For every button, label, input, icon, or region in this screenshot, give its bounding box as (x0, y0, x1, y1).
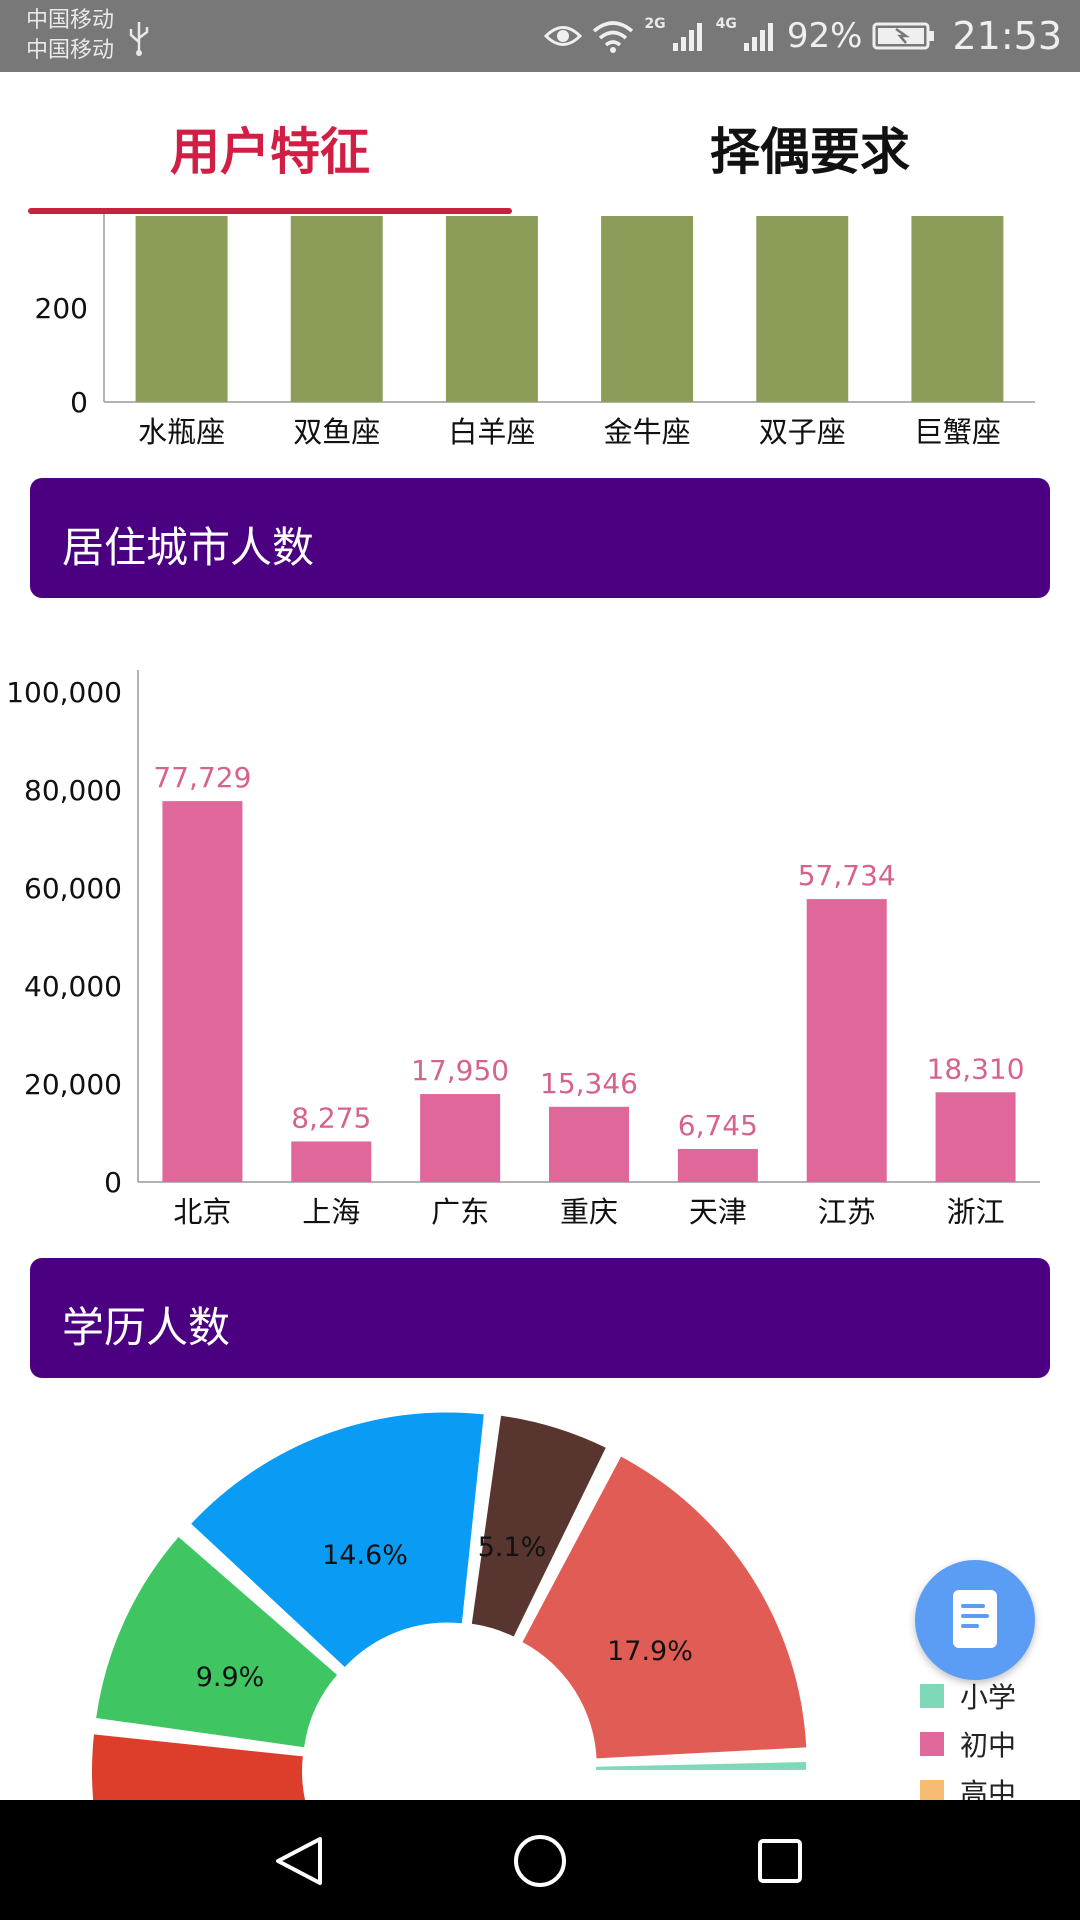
home-icon[interactable] (512, 1833, 568, 1889)
x-tick-label: 重庆 (560, 1195, 618, 1229)
y-tick-label: 0 (104, 1166, 122, 1199)
wifi-icon (593, 21, 634, 53)
legend-item: 小学 (920, 1672, 1016, 1720)
x-tick-label: 白羊座 (448, 415, 535, 449)
bar (290, 216, 383, 402)
document-fab-button[interactable] (915, 1560, 1035, 1680)
tab-user-features[interactable]: 用户特征 (170, 123, 370, 181)
pie-slice (191, 1412, 484, 1668)
pie-legend: 小学 初中 高中 (920, 1672, 1016, 1816)
x-tick-label: 天津 (689, 1195, 747, 1229)
bar (162, 801, 243, 1182)
data-label: 77,729 (153, 761, 251, 794)
recents-icon[interactable] (756, 1837, 804, 1885)
y-tick-label: 0 (70, 386, 88, 419)
y-tick-label: 100,000 (6, 676, 122, 709)
bar (601, 216, 694, 402)
document-icon (953, 1590, 997, 1648)
legend-item: 初中 (920, 1720, 1016, 1768)
y-tick-label: 20,000 (24, 1068, 122, 1101)
tab-partner-requirements[interactable]: 择偶要求 (710, 123, 910, 181)
data-label: 6,745 (678, 1109, 758, 1142)
battery-charging-icon (872, 22, 935, 50)
tab-bar: 用户特征 择偶要求 (0, 72, 1080, 214)
y-tick-label: 80,000 (24, 774, 122, 807)
legend-label: 小学 (960, 1681, 1017, 1714)
x-tick-label: 北京 (173, 1195, 231, 1229)
pie-slice (595, 1761, 806, 1770)
signal-icon (743, 23, 773, 51)
x-tick-label: 浙江 (947, 1195, 1005, 1229)
carrier-2: 中国移动 (26, 38, 115, 63)
section-title: 居住城市人数 (62, 523, 315, 572)
bar (756, 216, 849, 402)
slice-label: 5.1% (478, 1532, 547, 1563)
carrier-1: 中国移动 (26, 8, 115, 33)
clock: 21:53 (952, 14, 1062, 58)
pie-slice (96, 1537, 338, 1748)
status-bar: 中国移动 中国移动 2G 4G (0, 0, 1080, 72)
y-tick-label: 200 (35, 292, 88, 325)
usb-icon (129, 22, 149, 56)
pie-slice (471, 1415, 606, 1637)
bar (911, 216, 1004, 402)
bar (677, 1148, 758, 1182)
network-type-2: 4G (715, 16, 737, 32)
legend-label: 初中 (960, 1729, 1017, 1762)
bar (135, 216, 228, 402)
x-tick-label: 水瓶座 (138, 415, 225, 449)
x-tick-label: 上海 (302, 1195, 360, 1229)
legend-swatch (920, 1732, 944, 1756)
data-label: 8,275 (291, 1101, 371, 1134)
x-tick-label: 巨蟹座 (914, 415, 1001, 449)
education-pie-chart: 14.6% 5.1% 17.9% 9.9% (92, 1412, 807, 1800)
slice-label: 9.9% (196, 1662, 265, 1693)
x-tick-label: 金牛座 (604, 415, 691, 449)
battery-percent: 92% (786, 16, 863, 56)
x-tick-label: 双鱼座 (293, 415, 380, 449)
bar (291, 1141, 372, 1182)
data-label: 57,734 (798, 859, 896, 892)
bar (935, 1092, 1016, 1182)
bar (549, 1106, 629, 1182)
pie-slice (522, 1456, 807, 1759)
system-navigation-bar (0, 1800, 1080, 1920)
bar (420, 1094, 501, 1182)
city-section-header: 居住城市人数 (30, 478, 1050, 598)
zodiac-bar-chart: 0 200 水瓶座 双鱼座 白羊座 金牛座 双子座 巨蟹座 (35, 214, 1035, 449)
legend-swatch (920, 1684, 944, 1708)
signal-icon (672, 23, 702, 51)
slice-label: 17.9% (607, 1636, 693, 1667)
x-tick-label: 广东 (431, 1195, 489, 1229)
back-icon[interactable] (270, 1835, 330, 1887)
bar (445, 216, 538, 402)
education-section-header: 学历人数 (30, 1258, 1050, 1378)
x-tick-label: 江苏 (818, 1195, 876, 1229)
slice-label: 14.6% (322, 1540, 408, 1571)
tab-indicator (28, 208, 512, 214)
y-tick-label: 60,000 (24, 872, 122, 905)
network-type-1: 2G (644, 16, 666, 32)
data-label: 15,346 (540, 1067, 638, 1100)
bar (806, 899, 887, 1182)
section-title: 学历人数 (62, 1303, 231, 1352)
x-tick-label: 双子座 (759, 415, 846, 449)
eye-icon (544, 26, 583, 46)
city-bar-chart: 0 20,000 40,000 60,000 80,000 100,000 77,729 北京… (6, 670, 1040, 1229)
status-icons: 2G 4G 92% 21:53 (544, 0, 1062, 72)
carrier-info: 中国移动 中国移动 (26, 6, 114, 66)
y-tick-label: 40,000 (24, 970, 122, 1003)
pie-slice (92, 1734, 306, 1800)
data-label: 18,310 (927, 1052, 1025, 1085)
data-label: 17,950 (411, 1054, 509, 1087)
